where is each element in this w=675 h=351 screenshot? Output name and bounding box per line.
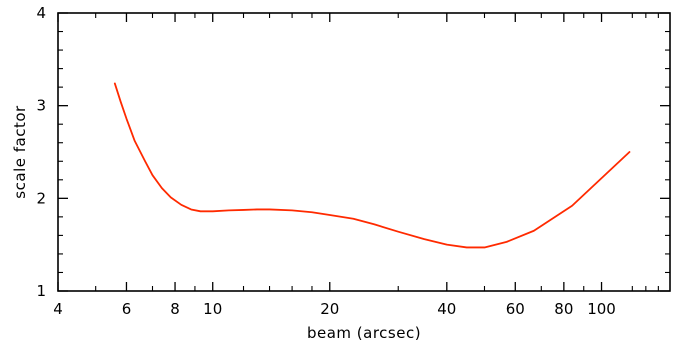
x-tick-labels: 4 6 8 10 20 40 60 80 100 bbox=[53, 300, 616, 318]
x-tick-label: 6 bbox=[122, 300, 132, 318]
series-layer bbox=[113, 82, 631, 249]
x-tick-label: 80 bbox=[554, 300, 573, 318]
minor-ticks bbox=[58, 13, 670, 291]
x-tick-label: 20 bbox=[320, 300, 339, 318]
x-tick-label: 40 bbox=[437, 300, 456, 318]
major-ticks bbox=[57, 12, 670, 292]
y-tick-label: 4 bbox=[36, 4, 46, 22]
y-tick-labels: 1 2 3 4 bbox=[36, 4, 46, 300]
y-tick-label: 3 bbox=[36, 97, 46, 115]
x-tick-label: 10 bbox=[203, 300, 222, 318]
plot-frame bbox=[57, 12, 671, 292]
x-tick-label: 8 bbox=[170, 300, 180, 318]
y-axis-title: scale factor bbox=[11, 105, 29, 199]
x-tick-label: 60 bbox=[506, 300, 525, 318]
series-line bbox=[113, 82, 631, 249]
x-tick-label: 4 bbox=[53, 300, 63, 318]
x-tick-label: 100 bbox=[587, 300, 616, 318]
y-tick-label: 1 bbox=[36, 282, 46, 300]
x-axis-title: beam (arcsec) bbox=[307, 324, 421, 342]
y-tick-label: 2 bbox=[36, 189, 46, 207]
